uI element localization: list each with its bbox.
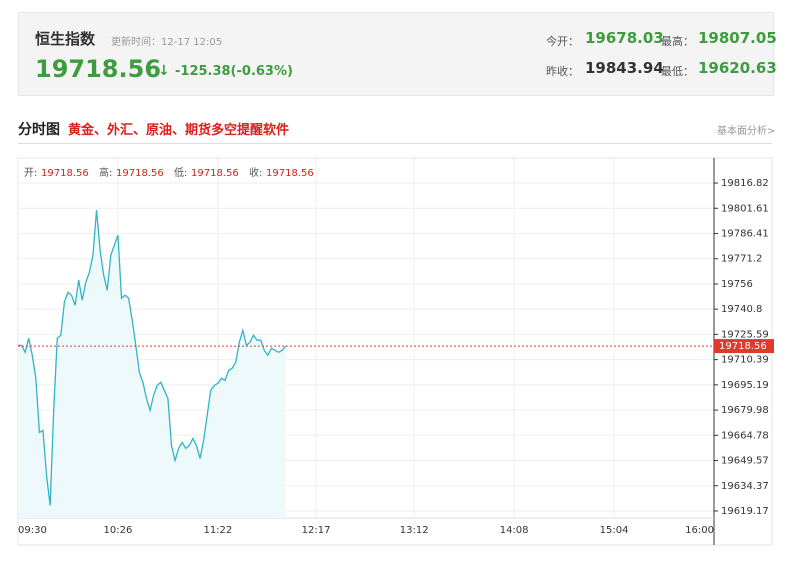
area [18,210,286,518]
info-value: 19718.56 [191,168,239,179]
info-label: 高: [99,166,112,179]
x-tick-label: 09:30 [18,525,47,536]
low: 19620.63 [698,59,777,77]
analysis-link[interactable]: 基本面分析> [717,126,776,137]
x-tick-label: 16:00 [685,525,714,536]
info-label: 收: [249,166,262,179]
current-tag [714,339,774,354]
low-label: 最低： [661,65,694,78]
prev-close: 19843.94 [585,59,664,77]
index-title: 恒生指数 [35,30,96,48]
y-tick-label: 19740.8 [721,304,762,315]
high: 19807.05 [698,29,777,47]
y-tick-label: 19725.59 [721,329,769,340]
x-tick-label: 14:08 [500,525,529,536]
price: 19718.56 [35,55,162,83]
x-tick-label: 12:17 [302,525,331,536]
y-tick-label: 19756 [721,279,753,290]
x-tick-label: 13:12 [400,525,429,536]
y-tick-label: 19710.39 [721,355,769,366]
open-label: 今开： [546,35,579,48]
x-tick-label: 15:04 [600,525,629,536]
info-label: 开: [24,168,37,179]
info-value: 19718.56 [116,168,164,179]
y-tick-label: 19695.19 [721,380,769,391]
y-tick-label: 19771.2 [721,254,762,265]
info-label: 低: [174,166,187,179]
quote-header [18,12,774,96]
y-tick-label: 19619.17 [721,506,769,517]
y-tick-label: 19786.41 [721,228,769,239]
info-value: 19718.56 [266,168,314,179]
x-tick-label: 10:26 [104,525,133,536]
y-tick-label: 19634.37 [721,481,769,492]
open: 19678.03 [585,29,664,47]
current-label: 19718.56 [719,341,767,352]
high-label: 最高： [661,35,694,48]
divider [18,143,772,144]
info-value: 19718.56 [41,168,89,179]
y-tick-label: 19801.61 [721,203,769,214]
change: -125.38(-0.63%) [175,64,293,79]
arrow: ↓ [158,63,170,79]
y-tick-label: 19664.78 [721,430,769,441]
x-tick-label: 11:22 [203,525,232,536]
update-time: 更新时间：12-17 12:05 [111,37,223,48]
y-tick-label: 19816.82 [721,178,769,189]
price-line [18,210,287,506]
section-title: 分时图 [18,122,60,138]
prev-label: 昨收： [546,65,579,78]
ad-link[interactable]: 黄金、外汇、原油、期货多空提醒软件 [68,123,290,138]
y-tick-label: 19679.98 [721,405,769,416]
y-tick-label: 19649.57 [721,456,769,467]
